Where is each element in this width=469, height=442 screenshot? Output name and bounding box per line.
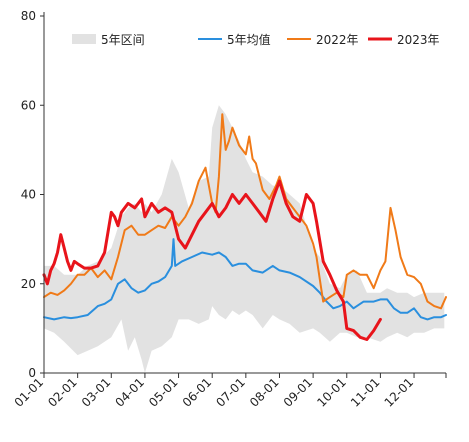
series-2022-line xyxy=(43,113,447,310)
legend-label-range-band: 5年区间 xyxy=(101,33,145,47)
x-axis-ticks: 01-01 02-01 03-01 04-01 05-01 06-01 07-01 08-01… xyxy=(12,373,447,410)
x-tick-label: 11-01 xyxy=(348,375,383,410)
series-2023-line xyxy=(42,179,382,341)
x-tick-label: 01-01 xyxy=(12,375,47,410)
x-tick-label: 12-01 xyxy=(382,375,417,410)
five-year-average-line xyxy=(43,238,447,321)
x-tick-label: 07-01 xyxy=(213,375,248,410)
legend: 5年区间 5年均值 2022年 2023年 xyxy=(72,32,440,47)
y-tick-label: 40 xyxy=(21,188,36,202)
y-tick-label: 0 xyxy=(28,366,36,380)
x-tick-label: 10-01 xyxy=(314,375,349,410)
x-tick-label: 09-01 xyxy=(281,375,316,410)
five-year-range-band-layer xyxy=(44,105,445,374)
x-tick-label: 05-01 xyxy=(146,375,181,410)
y-tick-label: 60 xyxy=(21,98,36,112)
x-tick-label: 08-01 xyxy=(247,375,282,410)
legend-label-five-year-average: 5年均值 xyxy=(227,32,271,47)
x-tick-label: 02-01 xyxy=(45,375,80,410)
series-lines-layer xyxy=(42,113,447,341)
five-year-range-band xyxy=(44,105,445,374)
x-tick-label: 03-01 xyxy=(79,375,114,410)
y-axis-ticks: 0 20 40 60 80 xyxy=(21,9,44,380)
legend-label-2022: 2022年 xyxy=(316,33,359,47)
x-tick-label: 06-01 xyxy=(180,375,215,410)
y-tick-label: 20 xyxy=(21,277,36,291)
y-tick-label: 80 xyxy=(21,9,36,23)
x-tick-label: 04-01 xyxy=(112,375,147,410)
legend-swatch-range-band xyxy=(72,34,96,44)
legend-label-2023: 2023年 xyxy=(397,33,440,47)
